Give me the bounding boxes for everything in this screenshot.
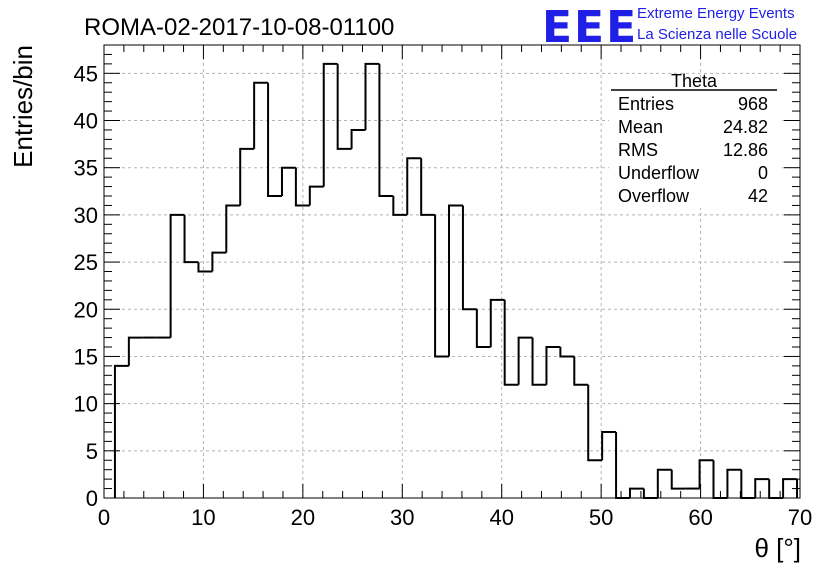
histogram-bin [573,356,589,386]
y-tick-label: 25 [74,250,98,275]
x-axis-label: θ [°] [754,533,801,563]
stats-box-background [609,78,779,208]
logo-line-2: La Scienza nelle Scuole [637,26,797,43]
histogram-bin [448,204,463,357]
x-tick-label: 50 [589,505,613,530]
y-tick-label: 0 [86,486,98,511]
y-tick-labels: 0 5 10 15 20 25 30 35 40 45 [74,61,98,511]
stats-box: Theta Entries 968 Mean 24.82 RMS 12.86 U… [609,71,779,208]
grid-lines [104,45,800,498]
histogram-bin [211,251,227,272]
y-axis-label: Entries/bin [8,45,38,168]
y-tick-label: 35 [74,156,98,181]
x-tick-label: 40 [489,505,513,530]
stats-title: Theta [671,71,718,91]
stats-value-mean: 24.82 [723,117,768,137]
histogram-bin [545,346,561,385]
stats-value-entries: 968 [738,94,768,114]
histogram-bin [531,337,547,386]
histogram-bin [768,479,784,499]
histogram-bin [113,364,129,498]
stats-value-underflow: 0 [758,163,768,183]
eee-logo: EEE Extreme Energy Events La Scienza nel… [542,2,797,53]
stats-label-overflow: Overflow [618,186,690,206]
x-tick-label: 10 [191,505,215,530]
y-tick-label: 10 [74,392,98,417]
histogram-bin [656,468,672,498]
histogram-bin [754,478,770,498]
x-tick-label: 70 [788,505,812,530]
histogram-bin [336,63,352,150]
histogram-bin [280,166,296,196]
histogram-bin [225,204,241,253]
y-tick-label: 45 [74,61,98,86]
stats-label-underflow: Underflow [618,163,700,183]
histogram-bin [628,487,644,498]
histogram-bin [782,478,798,498]
x-tick-labels: 0 10 20 30 40 50 60 70 [98,505,812,530]
histogram-bin [183,214,199,264]
histogram-bin [489,298,505,347]
histogram-bin [197,262,213,273]
x-tick-label: 0 [98,505,110,530]
y-tick-label: 20 [74,297,98,322]
histogram-bin [169,213,185,338]
y-tick-label: 5 [86,439,98,464]
histogram-bin [322,62,338,187]
histogram-bin [253,81,269,149]
plot-frame [103,44,801,499]
y-tick-label: 40 [74,109,98,134]
y-tick-label: 15 [74,344,98,369]
histogram-bin [670,469,686,490]
histogram-bin [601,430,617,461]
histogram-bin [726,468,742,498]
histogram-bin [308,185,324,206]
histogram-bin [378,63,394,197]
histogram-bin [267,82,282,197]
histogram-bin [406,157,422,215]
histogram-bin [434,214,450,358]
stats-label-entries: Entries [618,94,674,114]
stats-label-rms: RMS [618,140,658,160]
histogram-bin [740,469,756,499]
histogram-bin [294,167,310,207]
histogram-bin [127,336,143,366]
histogram-bin [239,147,255,206]
histogram-bin [392,196,408,216]
histogram-bin [364,62,380,130]
logo-line-1: Extreme Energy Events [637,5,795,22]
x-tick-label: 60 [688,505,712,530]
histogram-bin [461,205,477,311]
x-tick-label: 20 [291,505,315,530]
y-tick-label: 30 [74,203,98,228]
x-tick-label: 30 [390,505,414,530]
histogram-bin [642,488,658,499]
stats-value-overflow: 42 [748,186,768,206]
histogram-bin [350,128,366,149]
histogram-bin [475,309,491,348]
histogram-bin [698,459,714,489]
histogram-bin [517,336,533,385]
stats-label-mean: Mean [618,117,663,137]
histogram-bin [587,384,603,462]
histogram-bin [503,299,519,386]
stats-value-rms: 12.86 [723,140,768,160]
histogram-bins [113,62,799,499]
chart-title: ROMA-02-2017-10-08-01100 [84,14,394,41]
histogram-bin [615,431,630,499]
histogram-bin [420,158,436,216]
histogram-bin [559,347,575,358]
